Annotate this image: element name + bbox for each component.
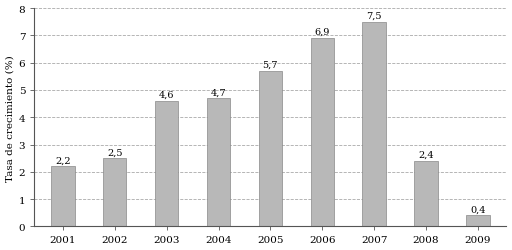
Bar xyxy=(155,102,178,226)
Text: 2,5: 2,5 xyxy=(107,148,122,157)
Bar xyxy=(259,72,282,227)
Bar xyxy=(362,22,386,227)
Y-axis label: Tasa de crecimiento (%): Tasa de crecimiento (%) xyxy=(6,55,14,181)
Text: 5,7: 5,7 xyxy=(263,61,278,70)
Bar xyxy=(311,39,334,226)
Text: 2,4: 2,4 xyxy=(418,150,434,159)
Bar xyxy=(51,167,75,226)
Text: 7,5: 7,5 xyxy=(367,12,382,21)
Bar xyxy=(466,216,489,226)
Text: 6,9: 6,9 xyxy=(314,28,330,37)
Bar xyxy=(103,158,126,226)
Bar xyxy=(414,161,438,226)
Text: 4,7: 4,7 xyxy=(211,88,226,97)
Text: 0,4: 0,4 xyxy=(470,205,486,214)
Text: 4,6: 4,6 xyxy=(159,90,175,100)
Text: 2,2: 2,2 xyxy=(55,156,71,165)
Bar xyxy=(207,99,230,226)
